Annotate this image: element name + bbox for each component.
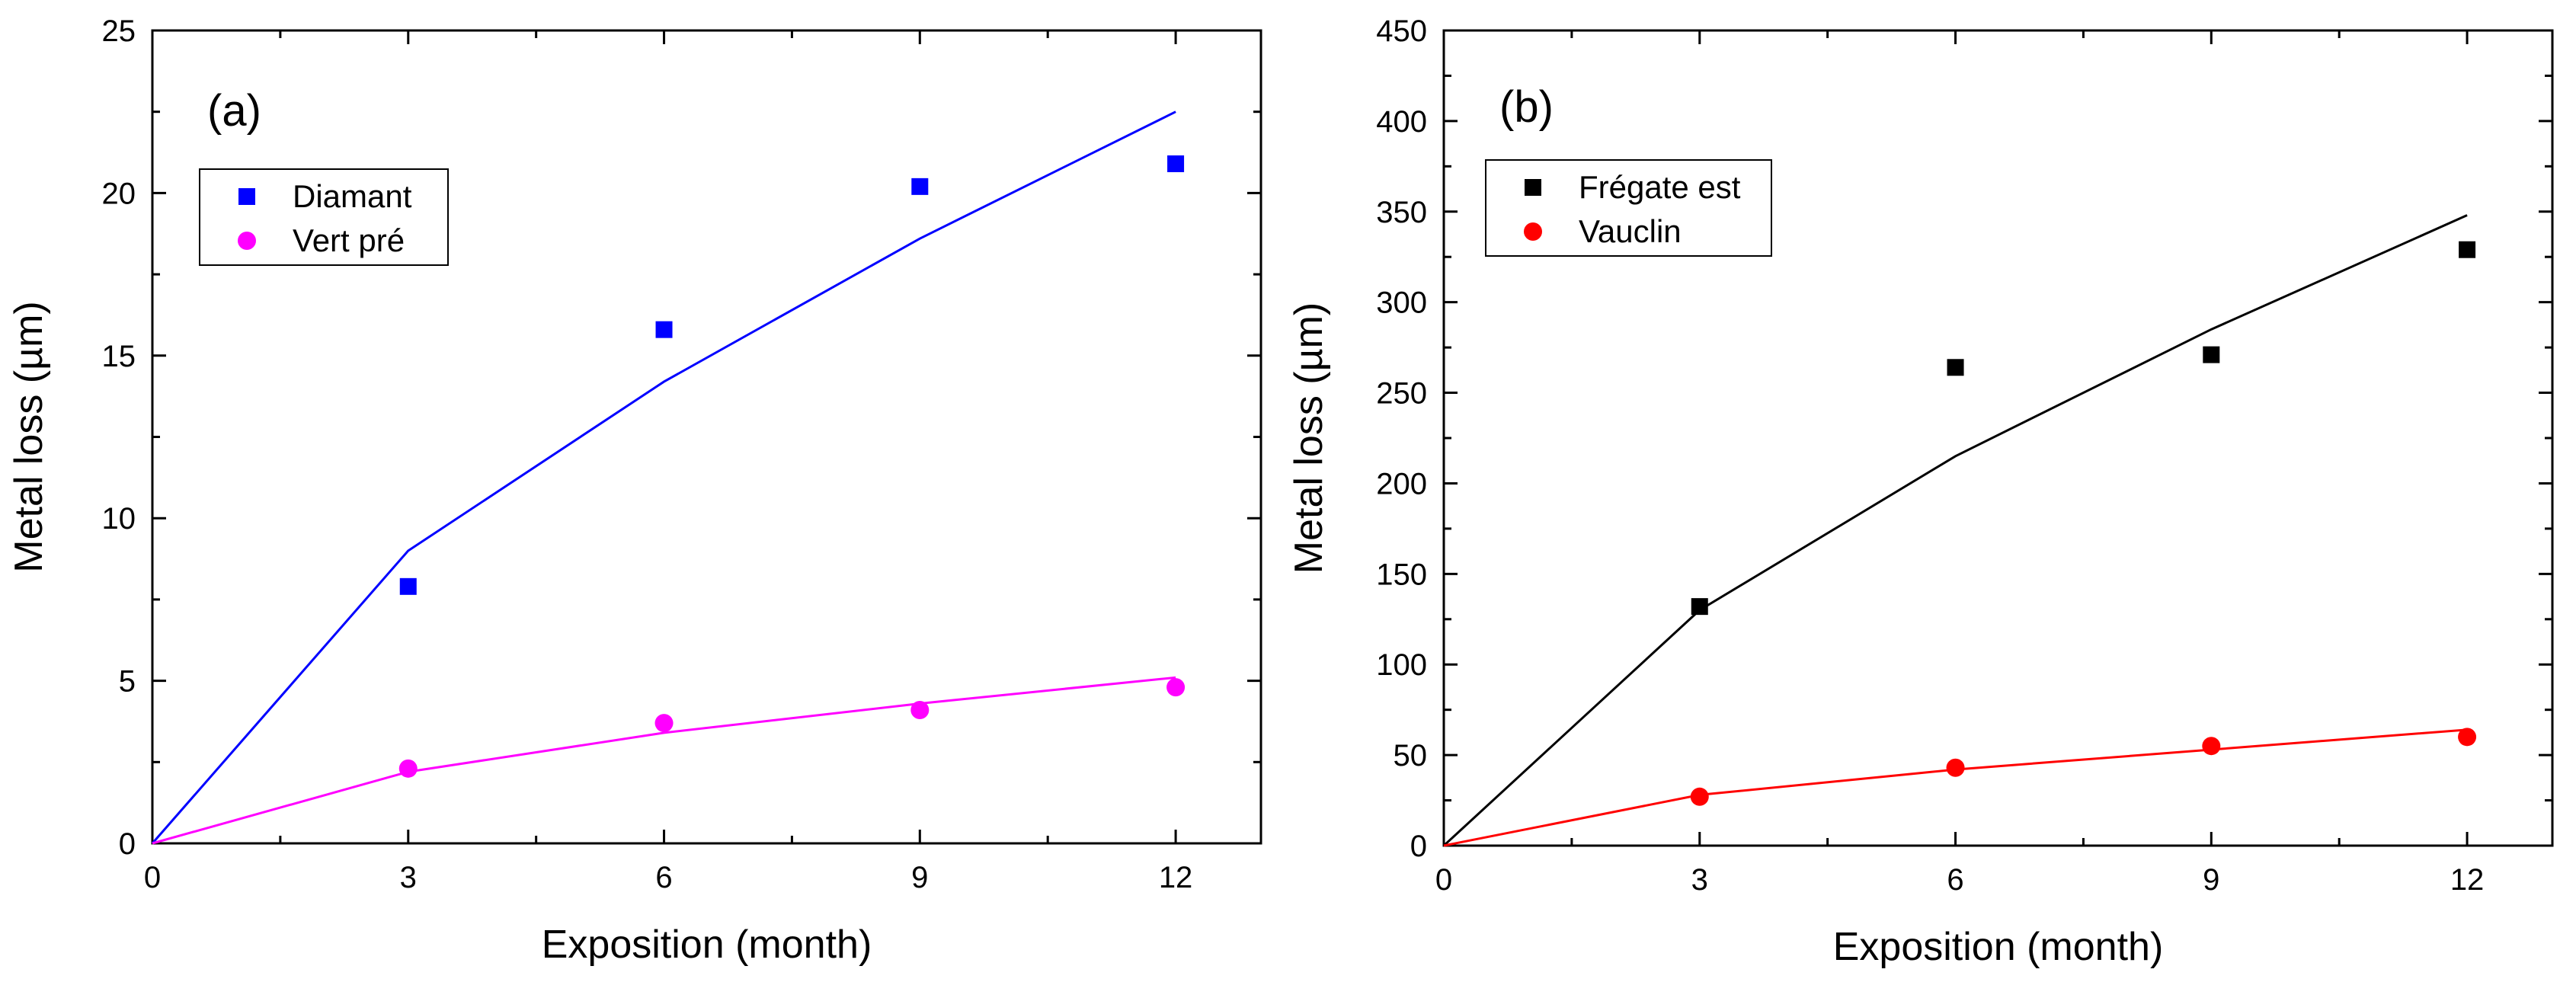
- data-point: [398, 759, 418, 778]
- x-tick-label: 12: [1159, 861, 1193, 894]
- data-point: [2203, 346, 2220, 363]
- fit-line-1: [1443, 728, 2468, 847]
- legend-marker: [1525, 179, 1541, 196]
- panel-label: (a): [207, 86, 261, 136]
- data-point: [1167, 155, 1185, 172]
- data-point: [399, 577, 417, 595]
- y-tick-label: 0: [119, 827, 136, 861]
- legend-label: Diamant: [293, 178, 412, 214]
- y-axis-title: Metal loss (µm): [7, 301, 51, 572]
- x-tick-label: 6: [655, 861, 672, 894]
- y-tick-label: 250: [1376, 377, 1427, 411]
- x-tick-label: 6: [1947, 863, 1963, 897]
- y-tick-label: 400: [1376, 105, 1427, 139]
- data-point: [911, 178, 929, 195]
- chart-panel-a: 0 3 6 9 12 0 5 10 15 20 25 Exposition (month) Metal …: [7, 14, 1262, 967]
- legend: Frégate est Vauclin: [1485, 159, 1772, 257]
- data-point: [1947, 359, 1964, 376]
- y-axis-title: Metal loss (µm): [1287, 302, 1331, 574]
- y-tick-label: 25: [102, 14, 136, 48]
- y-tick-label: 350: [1376, 196, 1427, 229]
- x-tick-label: 0: [1435, 863, 1452, 897]
- data-point: [654, 714, 674, 733]
- y-tick-label: 15: [102, 340, 136, 373]
- data-point: [2202, 737, 2221, 756]
- x-tick-label: 0: [144, 861, 161, 894]
- data-point: [2459, 241, 2476, 258]
- legend-marker: [238, 188, 255, 205]
- data-point: [1946, 758, 1965, 777]
- data-point: [1166, 678, 1186, 697]
- legend-label: Vert pré: [293, 222, 405, 258]
- plot-frame: [1442, 29, 2554, 847]
- x-tick-label: 12: [2450, 863, 2485, 897]
- legend-label: Frégate est: [1579, 169, 1741, 205]
- y-tick-label: 5: [119, 665, 136, 699]
- data-point: [2458, 728, 2477, 747]
- data-point: [1691, 598, 1708, 616]
- panel-label: (b): [1499, 82, 1554, 132]
- fit-line-0: [1442, 214, 2468, 847]
- legend-box: [199, 168, 449, 266]
- x-axis-title: Exposition (month): [1833, 925, 2164, 969]
- data-point: [910, 701, 930, 720]
- y-tick-label: 450: [1376, 14, 1427, 48]
- y-tick-label: 20: [102, 177, 136, 210]
- x-tick-label: 3: [1691, 863, 1708, 897]
- legend-marker: [1524, 222, 1542, 241]
- y-tick-label: 100: [1376, 648, 1427, 682]
- x-tick-label: 3: [400, 861, 417, 894]
- x-tick-label: 9: [911, 861, 928, 894]
- y-tick-label: 0: [1410, 830, 1427, 863]
- y-tick-label: 50: [1394, 739, 1428, 772]
- chart-panel-b: 0 3 6 9 12 0 50 100 150 200 250 300 350 400 450 Exposit…: [1287, 14, 2554, 969]
- data-point: [1690, 787, 1709, 806]
- x-tick-label: 9: [2203, 863, 2219, 897]
- y-tick-label: 150: [1376, 558, 1427, 591]
- x-axis-title: Exposition (month): [542, 923, 872, 967]
- y-tick-label: 10: [102, 502, 136, 536]
- legend: Diamant Vert pré: [199, 168, 449, 266]
- y-tick-label: 200: [1376, 467, 1427, 501]
- fit-line-0: [151, 110, 1176, 844]
- y-tick-label: 300: [1376, 286, 1427, 320]
- fit-line-1: [152, 676, 1176, 845]
- legend-marker: [238, 232, 256, 250]
- data-point: [655, 321, 673, 338]
- legend-label: Vauclin: [1579, 213, 1682, 249]
